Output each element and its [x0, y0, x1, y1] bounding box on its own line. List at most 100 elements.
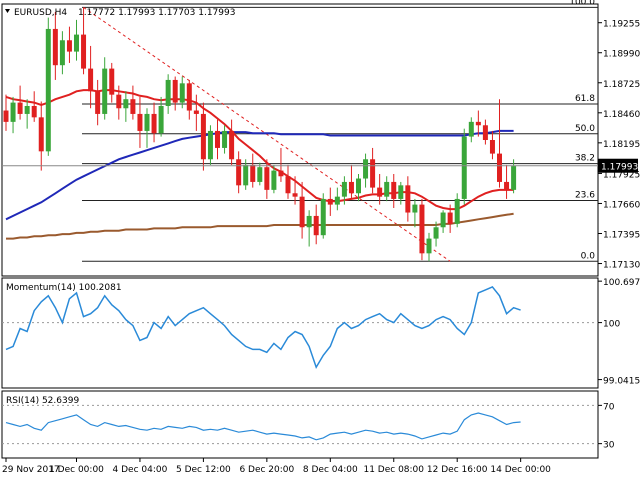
candle-body[interactable]: [377, 187, 383, 197]
candle-body[interactable]: [102, 68, 108, 114]
candle-body[interactable]: [243, 164, 249, 186]
candle-body[interactable]: [74, 34, 79, 52]
momentum-tick-label: 100: [603, 320, 620, 330]
candle-body[interactable]: [440, 212, 446, 228]
candle-body[interactable]: [229, 130, 235, 160]
candle-body[interactable]: [398, 185, 404, 199]
candle-body[interactable]: [215, 130, 220, 148]
trend-line[interactable]: [83, 6, 451, 262]
candle-body[interactable]: [489, 140, 495, 154]
candle-body[interactable]: [250, 164, 256, 182]
price-tick-label: 1.17660: [603, 200, 640, 210]
candle-body[interactable]: [271, 170, 277, 190]
candle-body[interactable]: [257, 167, 263, 182]
price-tick-label: 1.18460: [603, 110, 640, 120]
candle-body[interactable]: [17, 102, 23, 114]
candle-body[interactable]: [95, 91, 101, 114]
candle-body[interactable]: [158, 106, 164, 134]
candle-body[interactable]: [45, 28, 51, 152]
candle-body[interactable]: [363, 159, 369, 179]
candle-body[interactable]: [38, 117, 44, 152]
candle-body[interactable]: [52, 28, 58, 66]
candle-body[interactable]: [31, 106, 37, 118]
candle-body[interactable]: [116, 94, 122, 109]
time-tick-label: 11 Dec 08:00: [363, 465, 424, 475]
candle-body[interactable]: [222, 130, 228, 148]
candle-body[interactable]: [405, 185, 411, 213]
time-tick-label: 5 Dec 12:00: [176, 465, 231, 475]
candle-body[interactable]: [356, 178, 361, 194]
candle-body[interactable]: [123, 99, 129, 109]
candle-body[interactable]: [137, 113, 143, 131]
candle-body[interactable]: [278, 170, 284, 177]
candle-body[interactable]: [334, 196, 340, 205]
time-tick-label: 1 Dec 00:00: [49, 465, 104, 475]
candle-body[interactable]: [144, 113, 150, 131]
rsi-tick-label: 70: [603, 402, 615, 412]
candle-body[interactable]: [454, 198, 460, 224]
chart-ohlc: 1.17772 1.17993 1.17703 1.17993: [78, 8, 235, 18]
candle-body[interactable]: [292, 193, 298, 197]
candle-body[interactable]: [172, 79, 178, 103]
candle-body[interactable]: [10, 102, 16, 122]
fib-level-label: 0.0: [581, 251, 596, 261]
candle-body[interactable]: [348, 181, 354, 194]
momentum-tick-label: 99.0415: [603, 377, 640, 387]
candle-body[interactable]: [88, 68, 94, 92]
candle-body[interactable]: [264, 167, 270, 190]
candle-body[interactable]: [151, 113, 157, 134]
candle-body[interactable]: [504, 181, 510, 190]
candle-body[interactable]: [186, 83, 192, 111]
candle-body[interactable]: [412, 204, 418, 213]
fib-level-label: 50.0: [575, 124, 595, 134]
price-tick-label: 1.18195: [603, 140, 640, 150]
candle-body[interactable]: [165, 79, 171, 106]
candle-body[interactable]: [306, 215, 312, 228]
candle-body[interactable]: [384, 181, 390, 197]
candle-body[interactable]: [419, 204, 425, 254]
candle-body[interactable]: [3, 110, 9, 122]
time-tick-label: 12 Dec 16:00: [427, 465, 488, 475]
candle-body[interactable]: [468, 121, 474, 137]
price-tick-label: 1.17925: [603, 170, 640, 180]
price-tick-label: 1.17130: [603, 261, 640, 271]
candle-body[interactable]: [461, 136, 467, 199]
candle-body[interactable]: [81, 34, 87, 69]
candle-body[interactable]: [285, 176, 291, 194]
candle-body[interactable]: [433, 227, 439, 239]
fib-level-label: 38.2: [575, 154, 595, 164]
candle-body[interactable]: [447, 212, 453, 224]
candle-body[interactable]: [475, 121, 481, 126]
candle-body[interactable]: [193, 110, 199, 114]
chart-symbol: EURUSD,H4: [14, 8, 67, 18]
candle-body[interactable]: [236, 159, 242, 186]
candle-body[interactable]: [130, 99, 136, 114]
time-tick-label: 29 Nov 2017: [2, 465, 60, 475]
candle-body[interactable]: [299, 196, 305, 228]
candle-body[interactable]: [370, 159, 376, 188]
rsi-label: RSI(14) 52.6399: [6, 396, 79, 406]
candle-body[interactable]: [179, 83, 185, 103]
candle-body[interactable]: [320, 198, 326, 236]
candle-body[interactable]: [497, 153, 502, 182]
candle-body[interactable]: [391, 181, 397, 199]
rsi-tick-label: 30: [603, 441, 615, 451]
collapse-arrow-icon[interactable]: [5, 9, 10, 13]
candle-body[interactable]: [341, 181, 347, 197]
candle-body[interactable]: [426, 238, 432, 254]
candle-body[interactable]: [511, 166, 517, 190]
candle-body[interactable]: [313, 215, 319, 236]
candle-body[interactable]: [207, 130, 213, 160]
momentum-label: Momentum(14) 100.2081: [6, 283, 122, 293]
price-tick-label: 1.19255: [603, 20, 640, 30]
rsi-line: [5, 412, 521, 441]
candle-body[interactable]: [109, 68, 115, 95]
candle-body[interactable]: [200, 113, 206, 160]
candle-body[interactable]: [66, 40, 72, 52]
ma-slow-line: [6, 212, 514, 240]
candle-body[interactable]: [327, 198, 333, 205]
candle-body[interactable]: [482, 125, 488, 140]
candle-body[interactable]: [24, 106, 30, 114]
candle-body[interactable]: [59, 40, 65, 66]
